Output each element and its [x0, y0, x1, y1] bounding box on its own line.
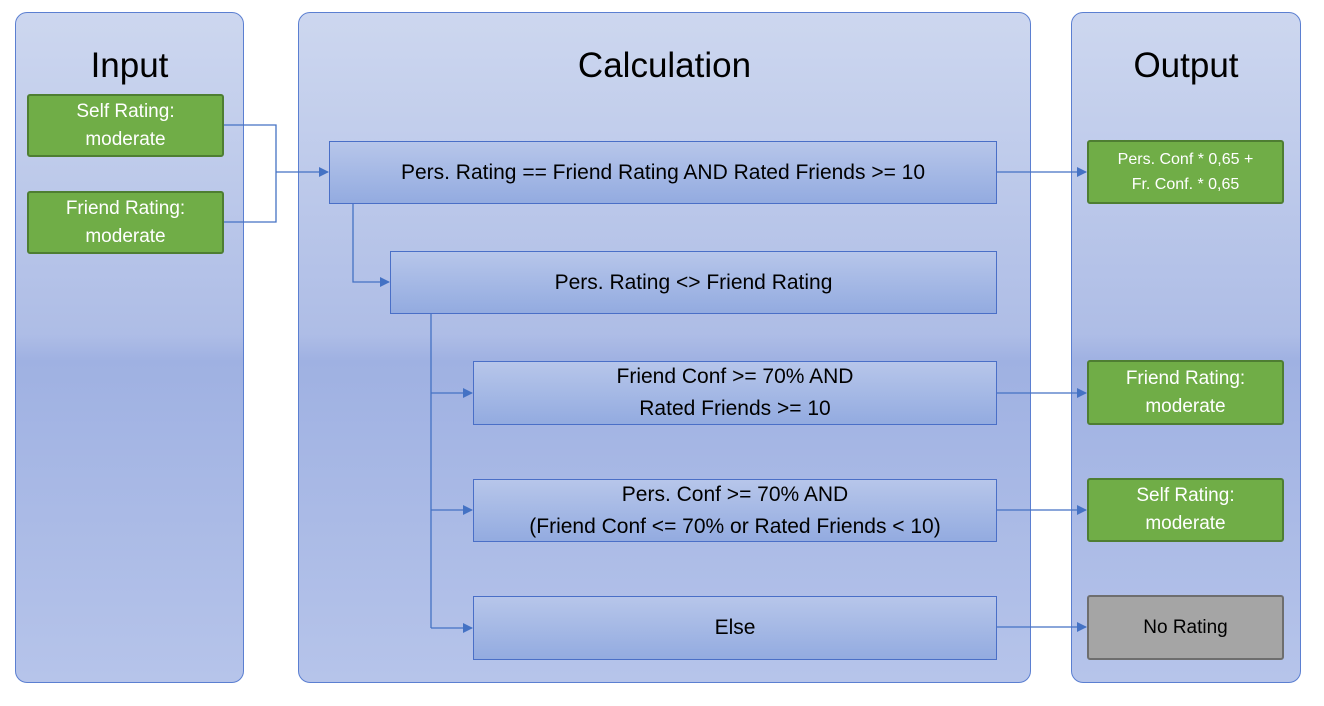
- condition-else: Else: [473, 596, 997, 660]
- self-rating-input-label: Self Rating: moderate: [76, 100, 175, 150]
- condition-equal-ratings: Pers. Rating == Friend Rating AND Rated …: [329, 141, 997, 204]
- calculation-panel: Calculation: [298, 12, 1031, 683]
- condition-ratings-differ: Pers. Rating <> Friend Rating: [390, 251, 997, 314]
- condition-else-text: Else: [714, 616, 756, 639]
- condition-personal-confidence: Pers. Conf >= 70% AND (Friend Conf <= 70…: [473, 479, 997, 542]
- condition-friend-confidence: Friend Conf >= 70% AND Rated Friends >= …: [473, 361, 997, 425]
- output-panel-title: Output: [1133, 46, 1239, 85]
- friend-rating-input-label: Friend Rating: moderate: [65, 197, 186, 247]
- self-rating-input-box: Self Rating: moderate: [27, 94, 224, 157]
- output-combined-confidence-box: Pers. Conf * 0,65 + Fr. Conf. * 0,65: [1087, 140, 1284, 204]
- condition-equal-ratings-text: Pers. Rating == Friend Rating AND Rated …: [400, 160, 926, 184]
- condition1-to-condition2-arrow: [352, 203, 390, 287]
- input-panel-title: Input: [90, 46, 169, 85]
- output-friend-rating-text: Friend Rating: moderate: [1125, 367, 1246, 417]
- condition-friend-confidence-text: Friend Conf >= 70% AND Rated Friends >= …: [616, 365, 854, 420]
- output-combined-confidence-text: Pers. Conf * 0,65 + Fr. Conf. * 0,65: [1117, 151, 1254, 193]
- input-merge-connector: [224, 124, 277, 223]
- output-self-rating-text: Self Rating: moderate: [1136, 485, 1235, 534]
- condition-ratings-differ-text: Pers. Rating <> Friend Rating: [554, 270, 833, 294]
- condition-personal-confidence-text: Pers. Conf >= 70% AND (Friend Conf <= 70…: [529, 482, 941, 538]
- friend-rating-input-box: Friend Rating: moderate: [27, 191, 224, 254]
- output-panel: Output: [1071, 12, 1301, 683]
- output-no-rating-box: No Rating: [1087, 595, 1284, 660]
- output-no-rating-text: No Rating: [1143, 616, 1228, 638]
- output-self-rating-box: Self Rating: moderate: [1087, 478, 1284, 542]
- calculation-panel-title: Calculation: [577, 46, 752, 85]
- output-friend-rating-box: Friend Rating: moderate: [1087, 360, 1284, 425]
